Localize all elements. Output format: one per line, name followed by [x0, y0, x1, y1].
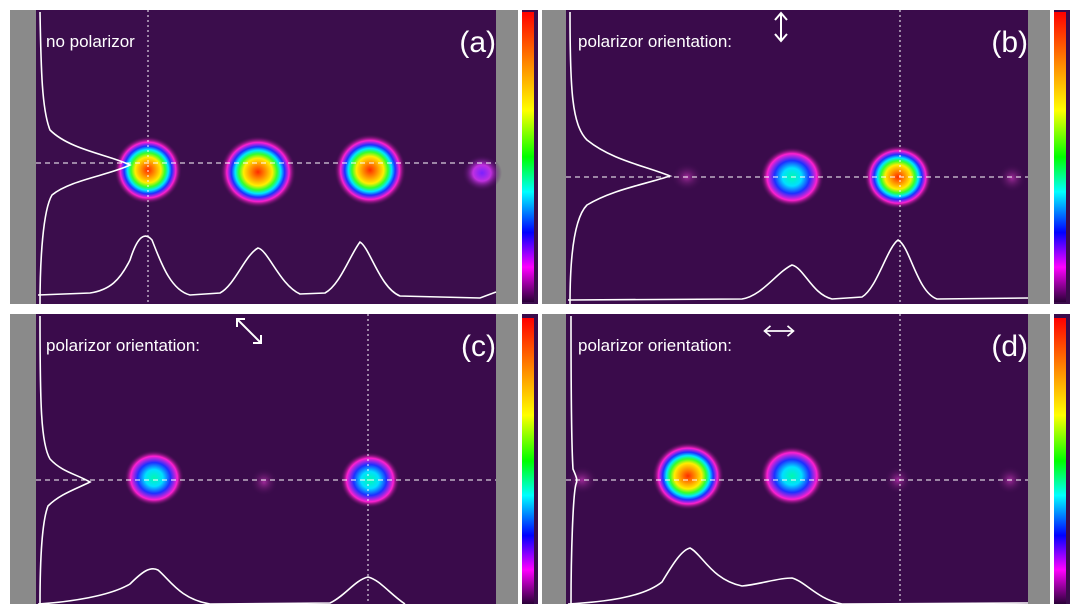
right-frame [1028, 10, 1050, 304]
vertical-profile [39, 315, 92, 604]
left-frame [10, 314, 36, 604]
horizontal-profile [567, 239, 1029, 301]
right-frame [496, 10, 518, 304]
colorbar [522, 318, 534, 604]
beam-spot [652, 442, 724, 510]
beam-spot [864, 145, 932, 209]
left-frame [542, 10, 566, 304]
beam-spot [334, 134, 406, 206]
beam-image-c [10, 314, 538, 604]
vertical-double-arrow-icon [774, 11, 788, 43]
panel-c: polarizor orientation: (c) [10, 314, 538, 608]
beam-spot [220, 136, 296, 208]
vertical-profile [569, 11, 673, 304]
beam-image-b [542, 10, 1070, 304]
vertical-profile [39, 11, 132, 304]
beam-spot [998, 164, 1026, 192]
panel-b: polarizor orientation: (b) [542, 10, 1070, 304]
diagonal-double-arrow-icon [236, 318, 262, 344]
panel-d: polarizor orientation: (d) [542, 314, 1070, 608]
panel-letter: (b) [991, 26, 1028, 59]
beam-spot [462, 155, 502, 191]
horizontal-profile [37, 568, 406, 604]
colorbar [1054, 318, 1066, 604]
colorbar [1054, 12, 1066, 302]
horizontal-profile [567, 547, 1029, 604]
panel-label: polarizor orientation: [46, 336, 201, 355]
beam-image-a [10, 10, 538, 304]
panel-label: no polarizor [46, 32, 135, 51]
beam-spot [760, 446, 824, 506]
beam-spot [884, 466, 912, 494]
panel-label: polarizor orientation: [578, 336, 733, 355]
left-frame [10, 10, 36, 304]
panel-label: polarizor orientation: [578, 32, 733, 51]
left-frame [542, 314, 566, 604]
panel-letter: (d) [991, 330, 1028, 363]
right-frame [1028, 314, 1050, 604]
right-frame [496, 314, 518, 604]
beam-spot [124, 450, 184, 506]
horizontal-double-arrow-icon [763, 325, 795, 337]
beam-image-d [542, 314, 1070, 604]
vertical-profile [570, 315, 578, 604]
panel-letter: (a) [459, 26, 496, 59]
colorbar [522, 12, 534, 302]
panel-a: no polarizor (a) [10, 10, 538, 304]
beam-spot [250, 468, 278, 496]
panel-letter: (c) [461, 330, 496, 363]
horizontal-profile [37, 235, 497, 299]
